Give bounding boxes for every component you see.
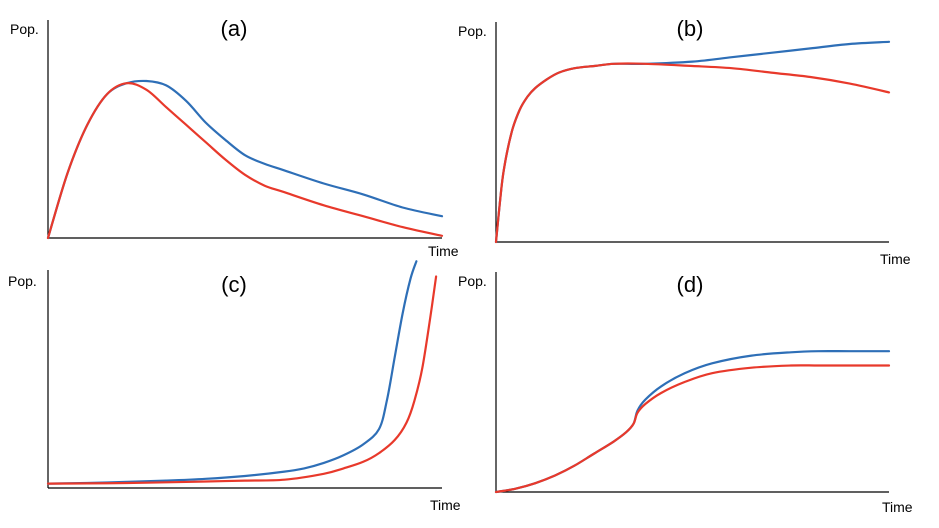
panel-a-y-label: Pop. xyxy=(10,21,39,37)
panel-b-title: (b) xyxy=(677,16,704,41)
panel-b: Pop. Time (b) xyxy=(458,16,911,267)
panel-a-series-red xyxy=(46,82,444,240)
panel-a-series-blue xyxy=(46,79,444,240)
panel-d-series-blue xyxy=(494,350,891,494)
panel-b-series-red xyxy=(494,62,891,244)
panel-d-title: (d) xyxy=(677,272,704,297)
panel-c-y-label: Pop. xyxy=(8,273,37,289)
panel-a-x-label: Time xyxy=(428,243,459,259)
panel-c-series-blue xyxy=(46,260,418,485)
panel-d-series-red xyxy=(494,364,891,494)
panel-a-title: (a) xyxy=(221,16,248,41)
panel-a: Pop. Time (a) xyxy=(10,16,459,259)
panel-c-x-label: Time xyxy=(430,497,461,513)
panel-d-y-label: Pop. xyxy=(458,273,487,289)
panel-c-series-red xyxy=(46,275,438,485)
panel-c: Pop. Time (c) xyxy=(8,260,461,513)
panel-b-y-label: Pop. xyxy=(458,23,487,39)
panel-d: Pop. Time (d) xyxy=(458,272,913,515)
panel-c-title: (c) xyxy=(221,272,247,297)
panel-d-x-label: Time xyxy=(882,499,913,515)
panel-b-series-blue xyxy=(494,40,891,244)
panel-b-x-label: Time xyxy=(880,251,911,267)
